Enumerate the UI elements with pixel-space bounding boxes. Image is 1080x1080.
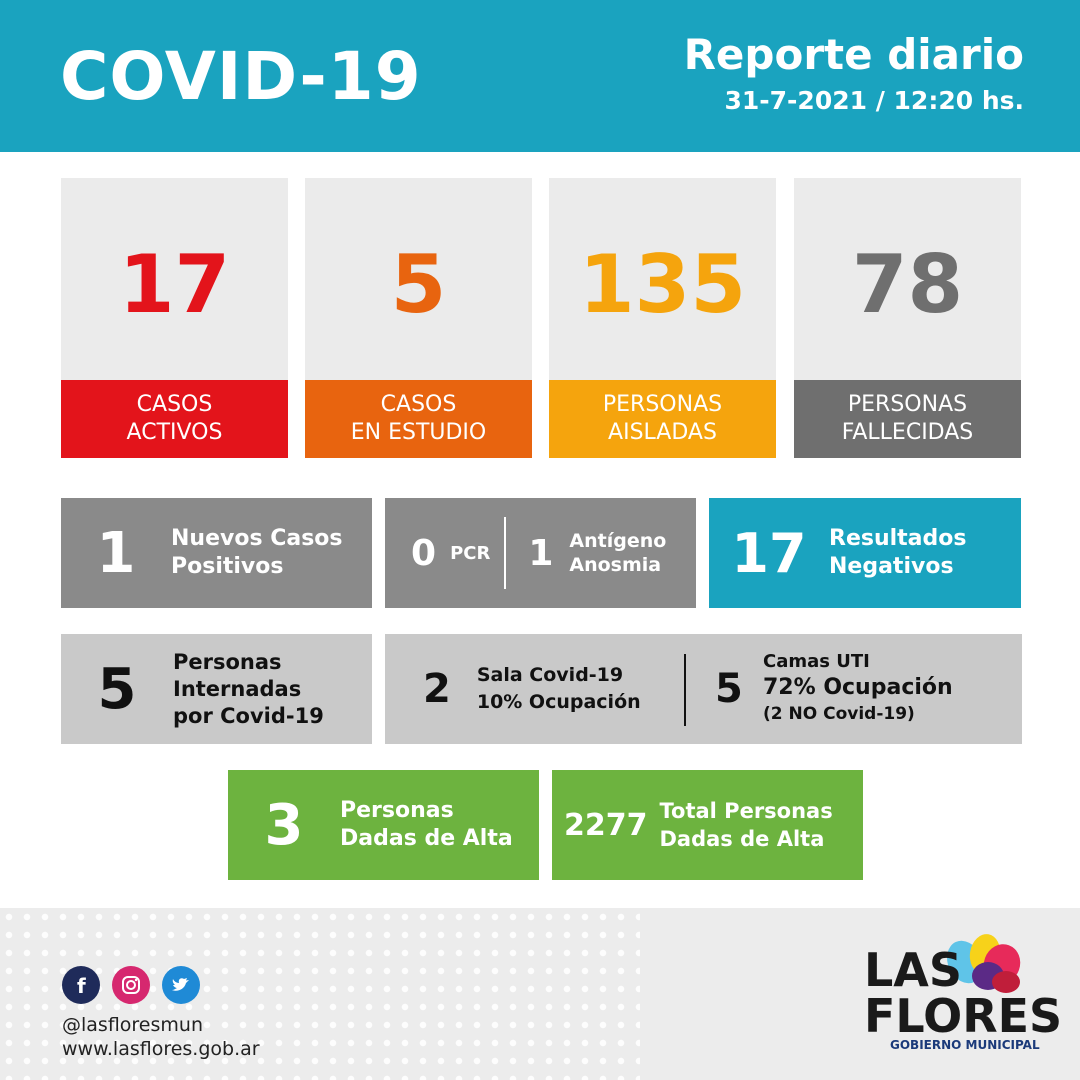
logo-line1: LAS [864, 943, 963, 997]
facebook-icon[interactable]: f [62, 966, 100, 1004]
uti-line2: 72% Ocupación [763, 675, 953, 700]
flower-logo-icon [947, 934, 1021, 993]
resultados-negativos-box: 17 Resultados Negativos [709, 498, 1021, 608]
card-label-line2: ACTIVOS [126, 420, 223, 445]
alta-line1: Personas [340, 798, 454, 823]
report-title: Reporte diario [683, 30, 1024, 79]
total-dadas-de-alta-box: 2277 Total Personas Dadas de Alta [552, 770, 863, 880]
twitter-icon[interactable] [162, 966, 200, 1004]
internadas-line2: Internadas [173, 676, 302, 701]
logo-subtitle: GOBIERNO MUNICIPAL [890, 1038, 1040, 1052]
card-label-line2: FALLECIDAS [841, 420, 974, 445]
card-label-line2: EN ESTUDIO [350, 420, 487, 445]
logo-line2: FLORES [864, 989, 1063, 1043]
card-label: PERSONAS AISLADAS [549, 380, 776, 458]
alta-label: Personas Dadas de Alta [340, 797, 513, 853]
ocupacion-box: 2 Sala Covid-19 10% Ocupación 5 Camas UT… [385, 634, 1022, 744]
header-banner: COVID-19 Reporte diario 31-7-2021 / 12:2… [0, 0, 1080, 152]
sala-line2: 10% Ocupación [476, 691, 641, 713]
sala-line1: Sala Covid-19 [476, 664, 624, 686]
negativos-line1: Resultados [829, 526, 967, 551]
dadas-de-alta-box: 3 Personas Dadas de Alta [228, 770, 539, 880]
card-personas-fallecidas: 78 PERSONAS FALLECIDAS [794, 178, 1021, 458]
total-label: Total Personas Dadas de Alta [660, 797, 833, 853]
card-label-line2: AISLADAS [608, 420, 717, 445]
card-label: PERSONAS FALLECIDAS [794, 380, 1021, 458]
card-casos-activos: 17 CASOS ACTIVOS [61, 178, 288, 458]
card-label-line1: PERSONAS [847, 392, 968, 417]
alta-line2: Dadas de Alta [340, 826, 513, 851]
sala-value: 2 [423, 666, 451, 712]
total-value: 2277 [564, 807, 648, 843]
negativos-label: Resultados Negativos [829, 525, 966, 581]
pcr-antigeno-box: 0 PCR 1 Antígeno Anosmia [385, 498, 696, 608]
dot-pattern [0, 908, 640, 1080]
nuevos-casos-label: Nuevos Casos Positivos [171, 525, 343, 581]
divider [684, 654, 686, 726]
uti-value: 5 [715, 666, 743, 712]
card-label: CASOS EN ESTUDIO [305, 380, 532, 458]
nuevos-casos-line1: Nuevos Casos [171, 526, 343, 551]
uti-line3: (2 NO Covid-19) [763, 704, 915, 724]
svg-text:f: f [77, 974, 86, 996]
antigeno-line1: Antígeno [569, 530, 667, 552]
card-value: 135 [579, 238, 746, 331]
negativos-line2: Negativos [829, 554, 954, 579]
nuevos-casos-line2: Positivos [171, 554, 284, 579]
pcr-label: PCR [450, 542, 491, 564]
total-line1: Total Personas [659, 799, 833, 823]
card-label: CASOS ACTIVOS [61, 380, 288, 458]
instagram-icon[interactable] [112, 966, 150, 1004]
internadas-line3: por Covid-19 [173, 703, 324, 728]
report-date: 31-7-2021 / 12:20 hs. [724, 86, 1024, 115]
antigeno-line2: Anosmia [569, 554, 662, 576]
card-label-line1: PERSONAS [602, 392, 723, 417]
card-personas-aisladas: 135 PERSONAS AISLADAS [549, 178, 776, 458]
antigeno-value: 1 [528, 532, 554, 574]
card-value: 78 [851, 238, 964, 331]
negativos-value: 17 [731, 521, 807, 585]
total-line2: Dadas de Alta [659, 827, 825, 851]
sala-label: Sala Covid-19 10% Ocupación [477, 662, 641, 716]
internadas-line1: Personas [173, 649, 282, 674]
card-label-line1: CASOS [136, 392, 213, 417]
divider [504, 517, 507, 589]
internadas-value: 5 [97, 656, 137, 722]
nuevos-casos-value: 1 [96, 520, 136, 586]
alta-value: 3 [264, 792, 304, 858]
card-value: 17 [118, 238, 231, 331]
website-link[interactable]: www.lasflores.gob.ar [62, 1038, 260, 1060]
card-casos-en-estudio: 5 CASOS EN ESTUDIO [305, 178, 532, 458]
internadas-box: 5 Personas Internadas por Covid-19 [61, 634, 372, 744]
uti-line1: Camas UTI [763, 651, 870, 672]
nuevos-casos-box: 1 Nuevos Casos Positivos [61, 498, 372, 608]
card-value: 5 [390, 238, 447, 331]
uti-label: Camas UTI 72% Ocupación (2 NO Covid-19) [763, 650, 953, 726]
pcr-value: 0 [411, 532, 437, 574]
footer: f @lasfloresmun www.lasflores.gob.ar LAS… [0, 908, 1080, 1080]
social-handle[interactable]: @lasfloresmun [62, 1014, 203, 1036]
antigeno-label: Antígeno Anosmia [569, 529, 666, 577]
page-title: COVID-19 [60, 38, 422, 115]
internadas-label: Personas Internadas por Covid-19 [173, 649, 324, 730]
card-label-line1: CASOS [380, 392, 457, 417]
